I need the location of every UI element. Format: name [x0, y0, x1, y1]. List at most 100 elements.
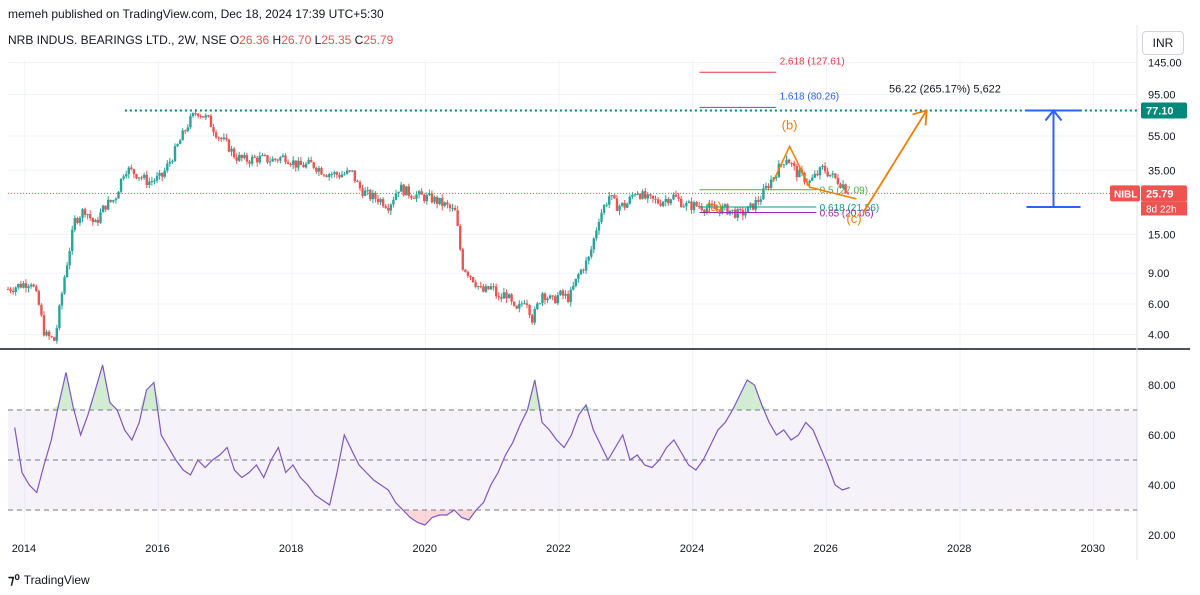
candle-body [284, 155, 287, 163]
candle-body [351, 170, 354, 172]
candle-body [238, 154, 241, 161]
candle-body [340, 174, 344, 178]
candle-body [626, 203, 629, 208]
rsi-tick-label: 80.00 [1148, 380, 1176, 392]
candle-body [435, 196, 439, 205]
candle-body [9, 289, 12, 291]
candle-body [14, 287, 17, 292]
candle-body [256, 157, 259, 163]
time-tick-label: 2030 [1081, 543, 1105, 555]
candle-body [178, 140, 182, 145]
candle-body [417, 191, 421, 195]
candle-body [253, 156, 256, 158]
candle-body [487, 286, 490, 290]
currency-button[interactable]: INR [1142, 31, 1184, 55]
candle-body [338, 174, 341, 178]
candle-body [312, 162, 315, 168]
time-tick-label: 2024 [680, 543, 704, 555]
time-tick-label: 2028 [947, 543, 971, 555]
candle-body [674, 194, 678, 197]
candle-body [461, 249, 464, 270]
candle-body [579, 269, 583, 275]
candle-body [785, 159, 788, 165]
fib-level-label: 0.5 (27.09) [820, 186, 868, 197]
candle-body [243, 155, 246, 159]
rsi-overbought-fill [153, 382, 162, 410]
candle-body [261, 155, 264, 157]
candle-body [230, 148, 233, 152]
candle-body [137, 177, 141, 179]
candle-body [453, 207, 457, 211]
candle-body [528, 305, 531, 316]
candle-body [11, 290, 15, 292]
candle-body [402, 184, 405, 196]
candle-body [384, 206, 387, 208]
candle-body [101, 205, 105, 213]
candle-body [307, 159, 310, 164]
candle-body [415, 194, 418, 199]
candle-body [173, 146, 177, 162]
rsi-overbought-fill [578, 405, 587, 410]
candle-body [235, 157, 238, 161]
candle-body [76, 218, 79, 223]
rsi-overbought-fill [139, 390, 147, 410]
time-tick-label: 2026 [813, 543, 837, 555]
candle-body [194, 113, 197, 115]
candle-body [78, 217, 82, 223]
candle-body [497, 296, 500, 298]
ohlc-legend: NRB INDUS. BEARINGS LTD., 2W, NSE O26.36… [8, 33, 394, 47]
fib-level-label: 1.618 (80.26) [780, 91, 840, 102]
candle-body [17, 283, 20, 288]
candle-body [530, 315, 534, 323]
candle-body [405, 186, 408, 196]
time-tick-label: 2020 [413, 543, 437, 555]
candle-body [826, 171, 829, 177]
wave-label-c: (c) [846, 211, 861, 226]
candle-body [679, 198, 683, 208]
candle-body [333, 172, 336, 175]
rsi-tick-label: 40.00 [1148, 480, 1176, 492]
candle-body [464, 269, 467, 272]
candle-body [47, 331, 51, 337]
candle-body [762, 188, 765, 200]
symbol-label: NRB INDUS. BEARINGS LTD., 2W, NSE [8, 33, 230, 47]
open-value: 26.36 [239, 33, 272, 47]
candle-body [423, 194, 426, 202]
candle-body [29, 284, 33, 287]
candle-body [829, 174, 832, 177]
candle-body [726, 204, 729, 215]
candle-body [58, 305, 61, 329]
candle-body [451, 207, 454, 209]
rsi-oversold-fill [424, 510, 433, 525]
candle-body [441, 197, 444, 206]
candle-body [81, 209, 84, 218]
candle-body [35, 286, 38, 292]
candle-body [345, 170, 349, 174]
candle-body [587, 256, 590, 261]
candle-body [361, 188, 364, 196]
price-tick-label: 15.00 [1148, 230, 1176, 242]
candle-body [510, 294, 513, 302]
tradingview-brand-label: TradingView [23, 573, 90, 587]
ticker-badge-bg [1110, 185, 1140, 202]
candle-body [155, 175, 159, 181]
time-tick-label: 2016 [145, 543, 169, 555]
rsi-tick-label: 20.00 [1148, 530, 1176, 542]
candle-body [68, 250, 71, 266]
tradingview-brand[interactable]: ⁊⁰ TradingView [8, 572, 90, 588]
fib-level-label: 2.618 (127.61) [780, 56, 845, 67]
rsi-overbought-fill [95, 365, 103, 410]
candle-body [523, 303, 526, 305]
candle-body [602, 205, 606, 213]
candle-body [769, 179, 773, 189]
candle-body [690, 201, 693, 210]
candle-body [153, 180, 156, 182]
candle-body [50, 336, 53, 338]
candle-body [366, 190, 369, 192]
candle-body [356, 181, 359, 183]
candle-body [597, 222, 601, 231]
candle-body [166, 163, 169, 171]
wave-label-b: (b) [782, 117, 798, 132]
candle-body [474, 282, 477, 287]
